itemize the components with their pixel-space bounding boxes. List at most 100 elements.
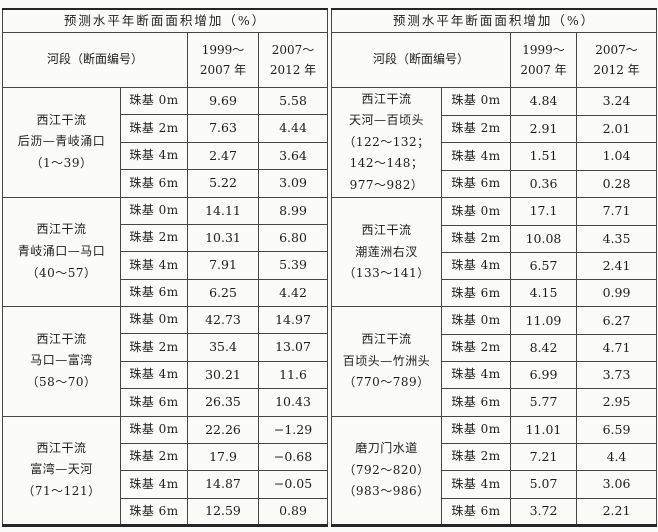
value-1999-2007-cell: 9.69 [187, 86, 259, 116]
zhuji-level-cell: 珠基 6m [441, 279, 511, 308]
value-2007-2012-cell: 8.99 [257, 196, 329, 225]
table-title-row: 预测水平年断面面积增加（%） [1, 8, 329, 33]
column-header-period-1999-2007: 1999～ 2007 年 [510, 32, 577, 88]
value-2007-2012-cell: −1.29 [257, 415, 329, 444]
period-line: 2007 年 [520, 63, 567, 77]
river-segment-cell: 西江干流潮莲洲右汊 （133～141） [331, 197, 442, 308]
table-row: 珠基 2m 10.31 6.80 [3, 223, 329, 253]
zhuji-level-cell: 珠基 2m [120, 333, 188, 362]
period-line: 2012 年 [269, 63, 317, 77]
table-row: 珠基 4m 30.21 11.6 [3, 360, 329, 390]
value-2007-2012-cell: 6.59 [575, 415, 658, 445]
zhuji-level-cell: 珠基 4m [120, 251, 188, 280]
value-1999-2007-cell: 4.84 [510, 87, 577, 116]
value-1999-2007-cell: 14.11 [187, 196, 259, 225]
value-1999-2007-cell: 42.73 [187, 305, 259, 335]
value-2007-2012-cell: 11.6 [257, 360, 329, 390]
table-row: 西江干流 马口—富湾 （58～70） 珠基 0m 42.73 14.97 [2, 305, 329, 417]
value-2007-2012-cell: 3.06 [575, 470, 658, 499]
segment-line: （122～132； [343, 134, 430, 149]
value-1999-2007-cell: 30.21 [187, 360, 259, 390]
value-2007-2012-cell: 14.97 [257, 305, 329, 335]
segment-line: 142～148； [349, 156, 424, 171]
table-title: 预测水平年断面面积增加（%） [1, 8, 329, 33]
value-2007-2012-cell: 1.04 [575, 142, 658, 171]
value-1999-2007-cell: 14.87 [187, 470, 259, 499]
table-row: 西江干流 天河—百顷头 （122～132； 142～148； 977～982） 珠基 0m… [331, 86, 658, 199]
value-1999-2007-cell: 10.31 [187, 223, 259, 253]
value-2007-2012-cell: 3.24 [575, 87, 658, 116]
column-header-river-segment: 河段（断面编号） [331, 32, 511, 88]
table-row: 珠基 4m 2.47 3.64 [3, 141, 329, 171]
zhuji-level-cell: 珠基 2m [120, 223, 188, 253]
segment-line: （792～820） [343, 462, 430, 477]
river-segment-cell: 西江干流 马口—富湾 （58～70） [2, 306, 121, 417]
value-1999-2007-cell: 7.91 [187, 251, 259, 280]
table-row: 珠基 2m 35.4 13.07 [3, 333, 329, 362]
zhuji-level-cell: 珠基 6m [120, 169, 188, 198]
table-row: 珠基 2m 7.63 4.44 [3, 114, 329, 143]
table-row: 珠基 2m 7.21 4.4 [332, 443, 658, 472]
zhuji-level-cell: 珠基 6m [441, 497, 511, 527]
value-2007-2012-cell: 4.42 [257, 278, 329, 308]
segment-line: 西江干流 [361, 332, 412, 347]
value-1999-2007-cell: 12.59 [187, 497, 259, 527]
value-1999-2007-cell: 17.1 [510, 197, 577, 226]
table-row: 珠基 4m 14.87 −0.05 [3, 470, 329, 499]
segment-line: （133～141） [343, 266, 430, 281]
table-row: 西江干流 后沥—青岐涌口 （1～39） 珠基 0m 9.69 5.58 [2, 86, 329, 198]
period-line: 1999～ [201, 42, 245, 57]
segment-line: 西江干流 [36, 331, 87, 346]
zhuji-level-cell: 珠基 4m [441, 142, 511, 171]
table-row: 磨刀门水道 （792～820） （983～986） 珠基 0m 11.01 6.59 [331, 415, 658, 527]
value-2007-2012-cell: 2.01 [575, 114, 658, 144]
segment-line: （40～57） [26, 265, 97, 280]
table-body: 西江干流 后沥—青岐涌口 （1～39） 珠基 0m 9.69 5.58 珠基 2m 7.63 4… [2, 86, 329, 527]
value-1999-2007-cell: 1.51 [510, 142, 577, 171]
value-1999-2007-cell: 5.22 [187, 169, 259, 198]
table-title-row: 预测水平年断面面积增加（%） [330, 8, 658, 33]
table-row: 珠基 4m 7.91 5.39 [3, 251, 329, 280]
value-1999-2007-cell: 11.01 [510, 415, 577, 445]
segment-line: 西江干流 [361, 222, 412, 237]
segment-line: 977～982） [349, 178, 424, 192]
table-body: 西江干流 天河—百顷头 （122～132； 142～148； 977～982） 珠基 0m… [331, 86, 658, 527]
value-2007-2012-cell: 10.43 [257, 388, 329, 417]
segment-line: 潮莲洲右汊 [355, 244, 418, 259]
value-2007-2012-cell: 3.09 [257, 169, 329, 198]
table-row: 珠基 6m 4.15 0.99 [332, 279, 658, 308]
value-2007-2012-cell: 3.73 [575, 361, 658, 390]
value-2007-2012-cell: 2.21 [575, 497, 658, 527]
value-2007-2012-cell: 4.71 [575, 333, 658, 363]
segment-line: 青岐涌口—马口 [17, 243, 106, 258]
value-1999-2007-cell: 6.25 [187, 278, 259, 308]
zhuji-level-cell: 珠基 4m [120, 141, 188, 171]
zhuji-level-cell: 珠基 0m [441, 197, 511, 226]
segment-line: 百顷头—竹洲头 [342, 353, 431, 368]
value-1999-2007-cell: 0.36 [510, 169, 577, 199]
segment-line: 天河—百顷头 [348, 113, 424, 128]
value-2007-2012-cell: 4.4 [575, 443, 658, 472]
table-title: 预测水平年断面面积增加（%） [330, 8, 658, 33]
value-1999-2007-cell: 4.15 [510, 279, 577, 308]
value-2007-2012-cell: 13.07 [257, 333, 329, 362]
zhuji-level-cell: 珠基 2m [441, 224, 511, 253]
river-segment-cell: 西江干流 青岐涌口—马口 （40～57） [2, 196, 121, 307]
area-increase-table-right: 预测水平年断面面积增加（%） 河段（断面编号） 1999～ 2007 年 200… [330, 8, 658, 527]
segment-line: 后沥—青岐涌口 [17, 134, 106, 149]
table-row: 珠基 6m 12.59 0.89 [3, 497, 329, 527]
table-row: 珠基 6m 6.25 4.42 [3, 278, 329, 308]
value-1999-2007-cell: 6.57 [510, 251, 577, 281]
zhuji-level-cell: 珠基 2m [441, 114, 511, 144]
value-1999-2007-cell: 5.77 [510, 388, 577, 417]
zhuji-level-cell: 珠基 4m [120, 360, 188, 390]
value-2007-2012-cell: 2.41 [575, 251, 658, 281]
zhuji-level-cell: 珠基 4m [441, 470, 511, 499]
value-2007-2012-cell: 4.44 [257, 114, 329, 143]
value-2007-2012-cell: 4.35 [575, 224, 658, 253]
segment-line: 西江干流 [36, 112, 87, 127]
value-2007-2012-cell: 0.89 [257, 497, 329, 527]
value-2007-2012-cell: 6.80 [257, 223, 329, 253]
river-segment-cell: 磨刀门水道 （792～820） （983～986） [331, 415, 442, 527]
river-segment-cell: 西江干流 富湾—天河 （71～121） [2, 415, 121, 526]
